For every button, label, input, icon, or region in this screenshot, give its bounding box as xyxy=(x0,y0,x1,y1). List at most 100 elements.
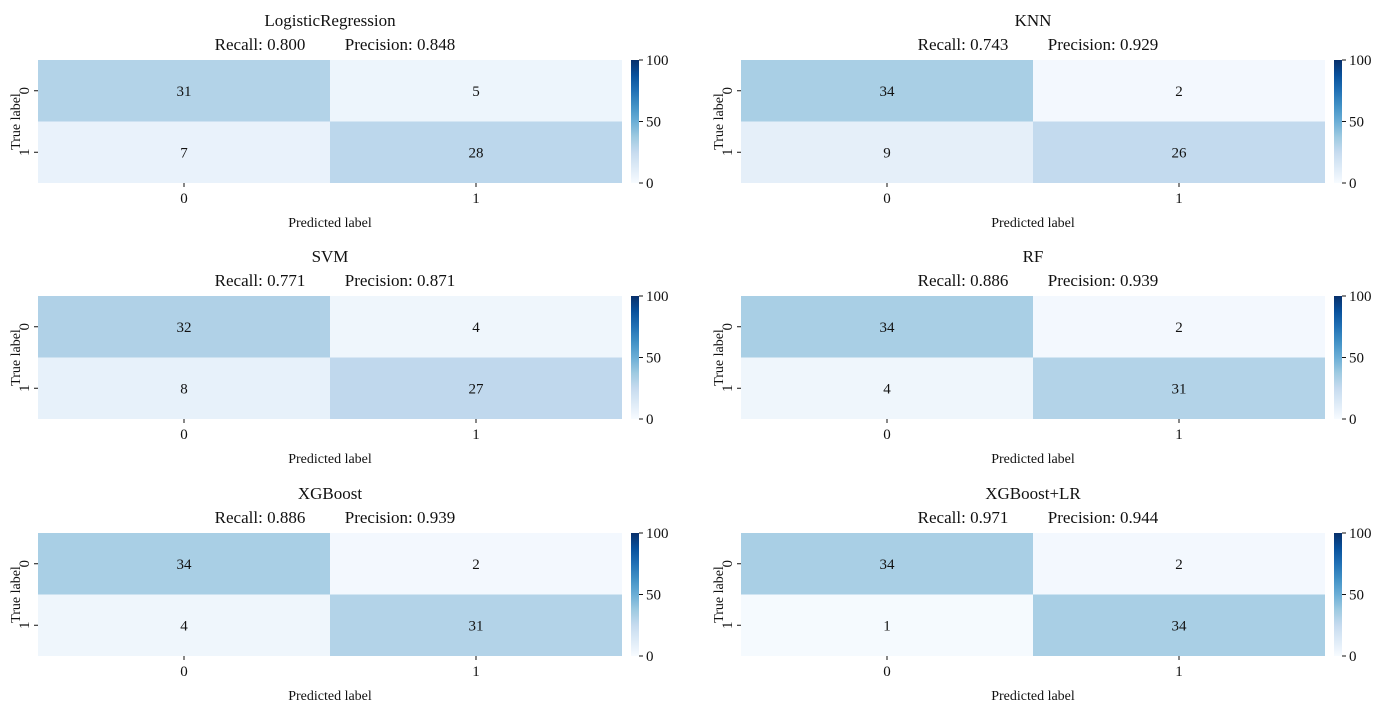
colorbar-tick-label: 50 xyxy=(646,351,661,367)
colorbar-tick-label: 100 xyxy=(646,289,669,305)
cell-value-label: 26 xyxy=(1172,145,1188,161)
precision-label: Precision: 0.848 xyxy=(345,35,456,54)
heatmap-cell xyxy=(330,533,622,595)
cell-value-label: 1 xyxy=(883,618,891,634)
heatmap-cell xyxy=(38,594,330,656)
heatmap-cell xyxy=(330,594,622,656)
colorbar xyxy=(1334,533,1342,656)
precision-label: Precision: 0.939 xyxy=(1048,271,1159,290)
colorbar-tick-label: 50 xyxy=(646,588,661,604)
heatmap-cell xyxy=(1033,60,1325,122)
heatmap-cell xyxy=(38,121,330,183)
cell-value-label: 34 xyxy=(177,557,193,573)
y-tick-label: 1 xyxy=(720,385,736,393)
heatmap-cell xyxy=(38,357,330,419)
x-tick-label: 0 xyxy=(180,191,188,207)
colorbar-tick-label: 0 xyxy=(1349,176,1357,192)
recall-label: Recall: 0.971 xyxy=(918,508,1009,527)
heatmap-cell xyxy=(1033,121,1325,183)
cell-value-label: 31 xyxy=(177,84,192,100)
colorbar xyxy=(631,533,639,656)
cell-value-label: 4 xyxy=(472,320,480,336)
recall-label: Recall: 0.886 xyxy=(215,508,306,527)
y-tick-label: 1 xyxy=(17,149,33,157)
cell-value-label: 31 xyxy=(1172,381,1187,397)
x-tick-label: 0 xyxy=(883,664,891,680)
cell-value-label: 27 xyxy=(469,381,485,397)
y-axis-label: True label xyxy=(712,93,727,150)
y-tick-label: 1 xyxy=(720,149,736,157)
cell-value-label: 8 xyxy=(180,381,188,397)
colorbar-tick-label: 100 xyxy=(1349,53,1372,69)
cell-value-label: 34 xyxy=(880,84,896,100)
precision-label: Precision: 0.939 xyxy=(345,508,456,527)
precision-label: Precision: 0.871 xyxy=(345,271,456,290)
x-tick-label: 1 xyxy=(1175,191,1183,207)
x-tick-label: 1 xyxy=(1175,664,1183,680)
colorbar-tick-label: 100 xyxy=(1349,289,1372,305)
x-tick-label: 1 xyxy=(1175,427,1183,443)
colorbar xyxy=(631,60,639,183)
y-axis-label: True label xyxy=(9,93,24,150)
x-axis-label: Predicted label xyxy=(288,689,372,703)
heatmap-cell xyxy=(1033,594,1325,656)
confusion-matrix-panel: LogisticRegression Recall: 0.800 Precision… xyxy=(9,11,669,231)
cell-value-label: 2 xyxy=(472,557,480,573)
cell-value-label: 34 xyxy=(880,320,896,336)
colorbar xyxy=(1334,60,1342,183)
heatmap-cell xyxy=(741,357,1033,419)
colorbar-tick-label: 100 xyxy=(646,526,669,542)
confusion-matrix-panel: KNN Recall: 0.743 Precision: 0.929 34 2 9 26 0 1… xyxy=(712,11,1372,231)
cell-value-label: 32 xyxy=(177,320,192,336)
colorbar-tick-label: 0 xyxy=(646,412,654,428)
x-tick-label: 1 xyxy=(472,191,480,207)
cell-value-label: 2 xyxy=(1175,320,1183,336)
cell-value-label: 34 xyxy=(880,557,896,573)
heatmap-cell xyxy=(741,296,1033,358)
x-axis-label: Predicted label xyxy=(288,452,372,467)
heatmap-cell xyxy=(1033,357,1325,419)
x-tick-label: 0 xyxy=(883,427,891,443)
x-axis-label: Predicted label xyxy=(991,452,1075,467)
confusion-matrix-panel: XGBoost Recall: 0.886 Precision: 0.939 34 2 4… xyxy=(9,484,669,704)
x-tick-label: 0 xyxy=(883,191,891,207)
cell-value-label: 31 xyxy=(469,618,484,634)
x-tick-label: 1 xyxy=(472,427,480,443)
confusion-matrix-panel: SVM Recall: 0.771 Precision: 0.871 32 4 8 27 0 1… xyxy=(9,247,669,467)
colorbar-tick-label: 0 xyxy=(1349,649,1357,665)
y-tick-label: 1 xyxy=(17,622,33,630)
cell-value-label: 7 xyxy=(180,145,188,161)
cell-value-label: 9 xyxy=(883,145,891,161)
cell-value-label: 28 xyxy=(469,145,484,161)
y-tick-label: 0 xyxy=(17,87,33,95)
heatmap-cell xyxy=(38,533,330,595)
recall-label: Recall: 0.800 xyxy=(215,35,306,54)
heatmap-cell xyxy=(330,60,622,122)
heatmap-cell xyxy=(330,357,622,419)
panel-title: RF xyxy=(1023,247,1044,266)
y-tick-label: 0 xyxy=(17,323,33,331)
panel-title: XGBoost xyxy=(298,484,363,503)
heatmap-cell xyxy=(741,60,1033,122)
cell-value-label: 5 xyxy=(472,84,480,100)
x-axis-label: Predicted label xyxy=(288,216,372,231)
colorbar-tick-label: 50 xyxy=(646,115,661,131)
cell-value-label: 4 xyxy=(180,618,188,634)
x-tick-label: 0 xyxy=(180,427,188,443)
panel-title: LogisticRegression xyxy=(264,11,396,30)
heatmap-cell xyxy=(330,121,622,183)
y-tick-label: 1 xyxy=(17,385,33,393)
recall-label: Recall: 0.771 xyxy=(215,271,306,290)
y-axis-label: True label xyxy=(712,329,727,386)
colorbar xyxy=(1334,296,1342,419)
x-axis-label: Predicted label xyxy=(991,216,1075,231)
y-axis-label: True label xyxy=(9,329,24,386)
y-tick-label: 0 xyxy=(17,560,33,568)
colorbar-tick-label: 100 xyxy=(1349,526,1372,542)
colorbar-tick-label: 0 xyxy=(646,649,654,665)
heatmap-cell xyxy=(1033,296,1325,358)
heatmap-cell xyxy=(741,594,1033,656)
heatmap-cell xyxy=(1033,533,1325,595)
